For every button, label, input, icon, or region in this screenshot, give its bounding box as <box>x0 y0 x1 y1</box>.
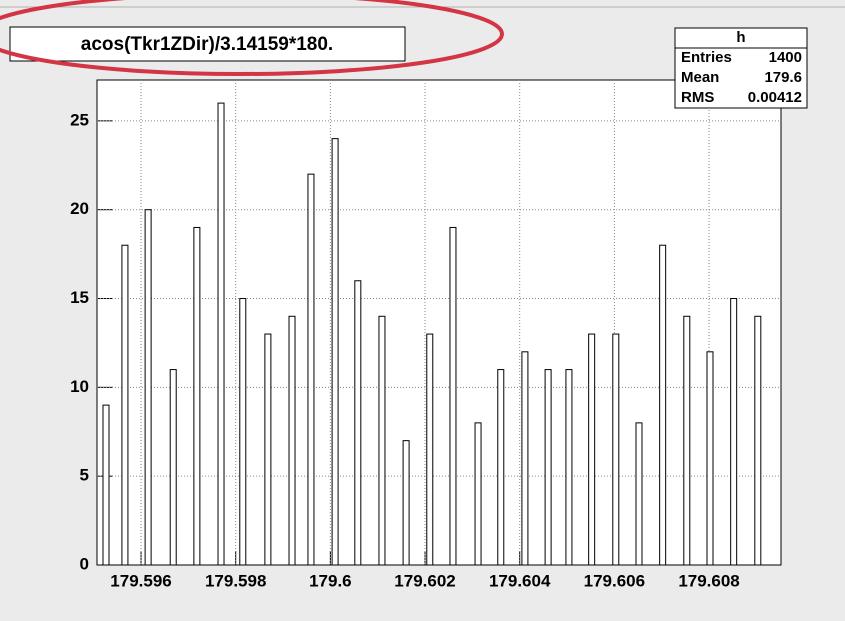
y-tick-label: 0 <box>80 554 89 573</box>
bar <box>612 333 620 566</box>
y-tick-label: 15 <box>70 288 89 307</box>
stats-title: h <box>736 29 745 46</box>
bar <box>121 244 129 566</box>
bar <box>730 298 738 566</box>
x-tick-label: 179.6 <box>309 571 352 590</box>
plot-frame <box>96 79 782 566</box>
bar <box>635 422 643 566</box>
bar <box>331 138 339 566</box>
bar <box>354 280 362 566</box>
stats-value: 179.6 <box>764 69 802 86</box>
stats-label: RMS <box>681 89 714 106</box>
stats-label: Mean <box>681 69 719 86</box>
bar <box>307 173 315 566</box>
bar <box>102 404 110 566</box>
y-tick-label: 25 <box>70 110 89 129</box>
bar <box>474 422 482 566</box>
bar <box>402 440 410 566</box>
bar <box>449 226 457 566</box>
plot-area: 0 5 10 15 20 25 179.596 179.598 179.6 179.602 179.… <box>70 80 781 590</box>
bar <box>521 351 529 566</box>
bar <box>239 298 247 566</box>
stats-label: Entries <box>681 49 732 66</box>
stats-value: 1400 <box>769 49 802 66</box>
y-tick-label: 10 <box>70 377 89 396</box>
x-tick-label: 179.602 <box>394 571 455 590</box>
bar <box>588 333 596 566</box>
bar <box>683 315 691 566</box>
bar <box>144 209 152 566</box>
x-tick-label: 179.596 <box>110 571 171 590</box>
stats-value: 0.00412 <box>748 89 802 106</box>
bar <box>706 351 714 566</box>
y-tick-label: 20 <box>70 199 89 218</box>
bar <box>193 226 201 566</box>
bar <box>217 102 225 566</box>
bar <box>565 369 573 566</box>
bar <box>378 315 386 566</box>
bar <box>497 369 505 566</box>
x-tick-label: 179.598 <box>205 571 266 590</box>
bar <box>169 369 177 566</box>
title-box <box>9 26 406 62</box>
x-tick-label: 179.604 <box>489 571 551 590</box>
y-tick-label: 5 <box>80 466 89 485</box>
chart-title: acos(Tkr1ZDir)/3.14159*180. <box>81 34 333 55</box>
bar <box>544 369 552 566</box>
bar <box>264 333 272 566</box>
bar <box>288 315 296 566</box>
bar <box>426 333 434 566</box>
bar <box>659 244 667 566</box>
stats-frame <box>674 27 808 109</box>
highlight-ellipse <box>0 0 504 76</box>
bar <box>754 315 762 566</box>
x-tick-label: 179.606 <box>584 571 645 590</box>
x-tick-label: 179.608 <box>678 571 739 590</box>
